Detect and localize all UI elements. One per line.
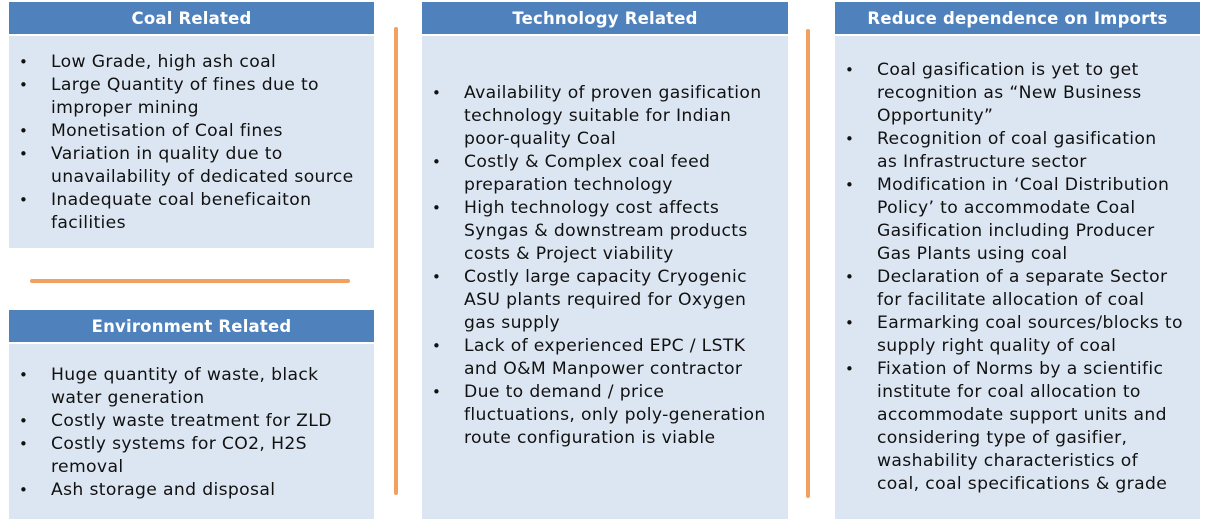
list-item: • Inadequate coal beneficaiton facilities [9, 189, 354, 235]
column-divider-right [806, 29, 810, 498]
list-item: • Large Quantity of fines due to improper… [9, 74, 354, 120]
imports-list: • Coal gasification is yet to get recogni… [835, 59, 1183, 496]
bullet-icon: • [845, 130, 855, 148]
section-divider [30, 279, 350, 283]
list-item-text: Declaration of a separate Sector for fac… [877, 267, 1168, 310]
list-item-text: Due to demand / price fluctuations, only… [464, 382, 766, 448]
bullet-icon: • [19, 412, 29, 430]
list-item-text: Ash storage and disposal [51, 480, 276, 500]
technology-related-header: Technology Related [422, 2, 788, 34]
list-item: • Modification in ‘Coal Distribution Poli… [835, 174, 1183, 266]
bullet-icon: • [845, 61, 855, 79]
list-item: • Low Grade, high ash coal [9, 51, 354, 74]
list-item-text: Availability of proven gasification tech… [464, 83, 762, 149]
list-item: • Costly waste treatment for ZLD [9, 410, 332, 433]
list-item: • Coal gasification is yet to get recogni… [835, 59, 1183, 128]
list-item-text: Huge quantity of waste, black water gene… [51, 365, 319, 408]
bullet-icon: • [845, 314, 855, 332]
bullet-icon: • [19, 145, 29, 163]
environment-related-header: Environment Related [9, 310, 374, 342]
list-item-text: High technology cost affects Syngas & do… [464, 198, 748, 264]
imports-panel [835, 36, 1200, 519]
list-item: • Fixation of Norms by a scientific insti… [835, 358, 1183, 496]
list-item-text: Costly systems for CO2, H2S removal [51, 434, 307, 477]
bullet-icon: • [845, 268, 855, 286]
bullet-icon: • [845, 360, 855, 378]
technology-related-panel [422, 36, 788, 519]
list-item: • Costly systems for CO2, H2S removal [9, 433, 332, 479]
list-item: • Costly & Complex coal feed preparation … [422, 151, 766, 197]
list-item: • Availability of proven gasification tec… [422, 82, 766, 151]
environment-related-panel [9, 344, 374, 519]
list-item-text: Costly & Complex coal feed preparation t… [464, 152, 711, 195]
list-item-text: Fixation of Norms by a scientific instit… [877, 359, 1168, 494]
list-item: • Costly large capacity Cryogenic ASU pla… [422, 266, 766, 335]
bullet-icon: • [432, 84, 442, 102]
list-item: • Variation in quality due to unavailabil… [9, 143, 354, 189]
list-item: • Due to demand / price fluctuations, onl… [422, 381, 766, 450]
bullet-icon: • [19, 191, 29, 209]
list-item: • Huge quantity of waste, black water gen… [9, 364, 332, 410]
technology-related-list: • Availability of proven gasification tec… [422, 82, 766, 450]
bullet-icon: • [19, 53, 29, 71]
list-item: • Monetisation of Coal fines [9, 120, 354, 143]
bullet-icon: • [432, 337, 442, 355]
coal-related-header: Coal Related [9, 2, 374, 34]
bullet-icon: • [19, 435, 29, 453]
list-item-text: Modification in ‘Coal Distribution Polic… [877, 175, 1170, 264]
environment-related-list: • Huge quantity of waste, black water gen… [9, 364, 332, 502]
bullet-icon: • [432, 383, 442, 401]
list-item-text: Large Quantity of fines due to improper … [51, 75, 319, 118]
bullet-icon: • [19, 481, 29, 499]
list-item-text: Inadequate coal beneficaiton facilities [51, 190, 312, 233]
coal-related-list: • Low Grade, high ash coal • Large Quantity… [9, 51, 354, 235]
list-item: • Declaration of a separate Sector for fa… [835, 266, 1183, 312]
bullet-icon: • [19, 122, 29, 140]
bullet-icon: • [432, 268, 442, 286]
list-item-text: Costly large capacity Cryogenic ASU plan… [464, 267, 747, 333]
list-item: • Earmarking coal sources/blocks to suppl… [835, 312, 1183, 358]
list-item-text: Monetisation of Coal fines [51, 121, 283, 141]
column-divider-left [394, 27, 398, 495]
imports-header: Reduce dependence on Imports [835, 2, 1200, 34]
list-item-text: Costly waste treatment for ZLD [51, 411, 332, 431]
bullet-icon: • [19, 76, 29, 94]
bullet-icon: • [845, 176, 855, 194]
list-item: • High technology cost affects Syngas & d… [422, 197, 766, 266]
list-item-text: Lack of experienced EPC / LSTK and O&M M… [464, 336, 746, 379]
bullet-icon: • [432, 199, 442, 217]
list-item: • Recognition of coal gasification as Inf… [835, 128, 1183, 174]
bullet-icon: • [432, 153, 442, 171]
list-item: • Lack of experienced EPC / LSTK and O&M … [422, 335, 766, 381]
list-item-text: Variation in quality due to unavailabili… [51, 144, 354, 187]
list-item-text: Earmarking coal sources/blocks to supply… [877, 313, 1183, 356]
coal-related-panel [9, 36, 374, 248]
list-item-text: Low Grade, high ash coal [51, 52, 277, 72]
list-item-text: Recognition of coal gasification as Infr… [877, 129, 1157, 172]
bullet-icon: • [19, 366, 29, 384]
list-item: • Ash storage and disposal [9, 479, 332, 502]
list-item-text: Coal gasification is yet to get recognit… [877, 60, 1142, 126]
